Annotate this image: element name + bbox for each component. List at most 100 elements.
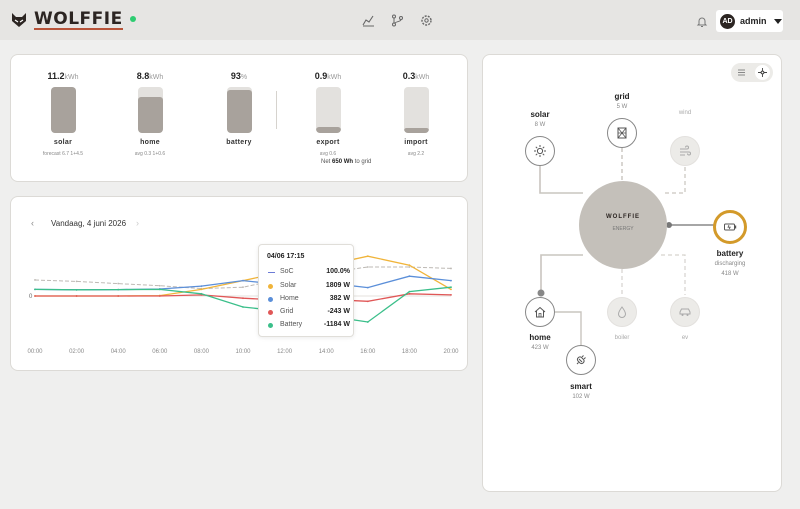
series-soc-point bbox=[117, 282, 120, 285]
metric-fill bbox=[51, 87, 76, 133]
node-ev-label: ev bbox=[681, 335, 689, 341]
home-icon bbox=[534, 306, 546, 318]
node-home[interactable] bbox=[525, 297, 555, 327]
metric-label: export bbox=[316, 139, 340, 146]
node-battery[interactable] bbox=[713, 210, 747, 244]
view-toggle[interactable] bbox=[731, 63, 773, 82]
metric-value: 93% bbox=[230, 71, 248, 81]
chevron-right-icon[interactable]: › bbox=[136, 218, 139, 228]
series-grid-point bbox=[408, 292, 411, 295]
energy-hub[interactable]: WOLFFIE ENERGY bbox=[579, 181, 667, 269]
node-grid-value: 5 W bbox=[616, 104, 628, 110]
metric-value: 0.9kWh bbox=[314, 71, 342, 81]
node-solar-label: solar bbox=[530, 110, 550, 119]
node-solar-value: 8 W bbox=[534, 122, 546, 128]
series-grid-point bbox=[450, 294, 452, 296]
series-battery-point bbox=[366, 321, 369, 323]
x-tick-label: 04:00 bbox=[111, 349, 127, 355]
metric-value: 11.2kWh bbox=[47, 71, 79, 81]
x-tick-label: 18:00 bbox=[402, 349, 418, 355]
series-grid-point bbox=[117, 295, 120, 297]
metric-tube bbox=[138, 87, 163, 133]
grid-tower-icon bbox=[617, 127, 627, 139]
legend-swatch bbox=[268, 272, 275, 273]
app-name: WOLFFIE bbox=[34, 9, 123, 30]
x-tick-label: 12:00 bbox=[277, 349, 293, 355]
tooltip-row-soc: SoC 100.0% bbox=[268, 268, 350, 278]
metric-tube bbox=[51, 87, 76, 133]
bell-icon[interactable] bbox=[696, 15, 708, 27]
series-home-point bbox=[408, 275, 411, 278]
legend-swatch bbox=[268, 323, 273, 328]
tooltip-time: 04/06 17:15 bbox=[267, 253, 305, 260]
series-soc-point bbox=[242, 286, 244, 289]
x-tick-label: 08:00 bbox=[194, 349, 210, 355]
node-grid[interactable] bbox=[607, 118, 637, 148]
node-wind[interactable] bbox=[670, 136, 700, 166]
chart-icon[interactable] bbox=[362, 14, 375, 27]
node-smart[interactable] bbox=[566, 345, 596, 375]
car-icon bbox=[679, 308, 691, 316]
battery-icon bbox=[724, 223, 737, 231]
metric-label: solar bbox=[53, 139, 73, 146]
chevron-left-icon[interactable]: ‹ bbox=[31, 218, 34, 228]
node-home-label: home bbox=[529, 333, 551, 342]
node-boiler[interactable] bbox=[607, 297, 637, 327]
node-solar[interactable] bbox=[525, 136, 555, 166]
chart-date: Vandaag, 4 juni 2026 bbox=[51, 219, 127, 228]
node-smart-value: 102 W bbox=[572, 394, 590, 400]
metric-fill bbox=[138, 97, 163, 133]
node-home-value: 423 W bbox=[531, 345, 549, 351]
series-battery-line bbox=[34, 286, 452, 323]
flow-lines bbox=[537, 148, 715, 345]
node-ev[interactable] bbox=[670, 297, 700, 327]
metric-label: battery bbox=[226, 139, 252, 146]
tooltip-row-solar: Solar 1809 W bbox=[268, 282, 350, 292]
wolf-icon bbox=[12, 13, 26, 27]
power-chart[interactable]: 0 00:00 02:00 04:00 06:00 08:00 10:00 12:00 14:0… bbox=[11, 197, 469, 372]
list-view-icon[interactable] bbox=[734, 65, 749, 80]
series-soc-line bbox=[34, 266, 452, 290]
series-battery-point bbox=[34, 288, 36, 291]
drop-icon bbox=[617, 306, 627, 318]
series-battery-point bbox=[408, 290, 411, 293]
series-grid-point bbox=[34, 295, 36, 297]
series-grid-point bbox=[158, 295, 161, 297]
series-home-point bbox=[450, 279, 452, 282]
series-home-point bbox=[200, 285, 203, 287]
logo[interactable]: WOLFFIE bbox=[10, 10, 136, 30]
daily-totals-card: 11.2kWh solar forecast 6.7 1+4.5 8.8kWh … bbox=[10, 54, 468, 182]
tooltip-row-home: Home 382 W bbox=[268, 295, 350, 305]
x-tick-label: 20:00 bbox=[443, 349, 459, 355]
node-wind-label: wind bbox=[678, 110, 692, 116]
user-menu[interactable]: AD admin bbox=[716, 10, 783, 32]
series-battery-point bbox=[450, 286, 452, 289]
x-tick-label: 02:00 bbox=[69, 349, 85, 355]
node-smart-label: smart bbox=[570, 382, 592, 391]
metric-fill bbox=[404, 128, 429, 133]
branch-icon[interactable] bbox=[391, 14, 404, 27]
wind-icon bbox=[680, 145, 691, 156]
sun-icon bbox=[534, 145, 546, 157]
series-battery-point bbox=[200, 292, 203, 295]
flow-view-icon[interactable] bbox=[755, 65, 770, 80]
legend-swatch bbox=[268, 297, 273, 302]
metric-fill bbox=[316, 127, 341, 133]
metric-tube bbox=[404, 87, 429, 133]
series-solar-point bbox=[366, 255, 369, 258]
user-name: admin bbox=[740, 16, 767, 26]
metric-sub: forecast 6.7 1+4.5 bbox=[42, 151, 84, 157]
series-battery-point bbox=[75, 288, 78, 291]
chart-tooltip: 04/06 17:15 SoC 100.0% Solar 1809 W Home 38… bbox=[258, 244, 354, 337]
series-home-point bbox=[366, 286, 369, 289]
metric-sub: avg 0.6 bbox=[319, 151, 337, 157]
metric-label: home bbox=[140, 139, 160, 146]
series-solar-point bbox=[408, 264, 411, 267]
metric-value: 8.8kWh bbox=[136, 71, 164, 81]
tooltip-row-grid: Grid -243 W bbox=[268, 308, 350, 318]
metric-value: 0.3kWh bbox=[402, 71, 430, 81]
series-soc-point bbox=[158, 284, 161, 287]
metric-tube bbox=[227, 87, 252, 133]
series-soc-point bbox=[408, 266, 411, 268]
gear-icon[interactable] bbox=[420, 14, 433, 27]
